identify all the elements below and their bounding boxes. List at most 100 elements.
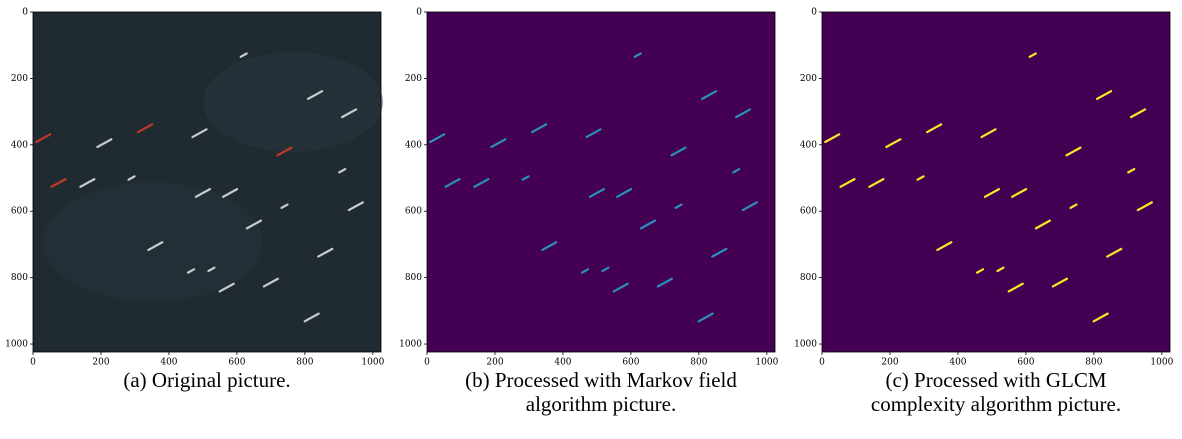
ship xyxy=(1034,219,1051,230)
ship xyxy=(1129,108,1147,119)
ship xyxy=(936,241,953,252)
ship xyxy=(612,282,629,293)
ship xyxy=(1095,90,1113,100)
ship xyxy=(601,266,610,273)
ship xyxy=(186,268,196,274)
image-frame xyxy=(32,11,382,353)
ship xyxy=(983,188,1001,198)
y-tick-label: 0 xyxy=(416,8,422,18)
ship xyxy=(194,188,212,198)
ship xyxy=(96,138,113,149)
sea-texture xyxy=(203,52,383,152)
x-tick-label: 0 xyxy=(819,358,825,368)
ship xyxy=(697,312,714,323)
ship xyxy=(996,266,1005,273)
ship xyxy=(207,266,216,273)
ship xyxy=(633,52,642,58)
y-tick-label: 200 xyxy=(11,74,28,84)
ship xyxy=(1007,282,1024,293)
ship xyxy=(741,201,758,212)
ship xyxy=(50,178,67,188)
ship xyxy=(303,312,320,323)
x-tick-label: 200 xyxy=(881,358,898,368)
x-tick-label: 200 xyxy=(486,358,503,368)
sea-texture xyxy=(43,182,263,302)
ship xyxy=(338,167,347,174)
ship xyxy=(531,123,548,134)
x-tick-label: 1000 xyxy=(361,358,384,368)
ship xyxy=(674,203,683,209)
caption: (c) Processed with GLCM complexity algor… xyxy=(870,368,1122,416)
y-tick-label: 1000 xyxy=(5,340,28,350)
ship xyxy=(347,201,364,212)
x-tick-label: 400 xyxy=(949,358,966,368)
image-frame xyxy=(426,11,776,353)
ship xyxy=(670,146,687,157)
ship xyxy=(490,138,507,149)
ship xyxy=(1092,312,1109,323)
ship xyxy=(340,108,358,119)
x-tick-label: 0 xyxy=(30,358,36,368)
ship xyxy=(147,241,164,252)
ship xyxy=(137,123,154,134)
x-tick-label: 600 xyxy=(1017,358,1034,368)
ship xyxy=(262,277,279,288)
ship xyxy=(926,123,943,134)
ship xyxy=(732,167,741,174)
ship xyxy=(824,133,841,144)
ship xyxy=(1011,188,1028,198)
ship xyxy=(79,178,96,188)
y-tick-label: 400 xyxy=(405,140,422,150)
ship xyxy=(580,268,590,274)
ship xyxy=(239,52,248,58)
ship xyxy=(276,146,293,157)
ship xyxy=(222,188,239,198)
ship xyxy=(975,268,985,274)
y-tick-label: 0 xyxy=(22,8,28,18)
y-tick-label: 400 xyxy=(800,140,817,150)
y-tick-label: 1000 xyxy=(399,340,422,350)
y-tick-label: 800 xyxy=(11,273,28,283)
x-tick-label: 1000 xyxy=(755,358,778,368)
x-tick-label: 800 xyxy=(690,358,707,368)
x-tick-label: 800 xyxy=(1085,358,1102,368)
x-tick-label: 400 xyxy=(160,358,177,368)
ship xyxy=(1106,247,1123,258)
ship xyxy=(885,138,902,149)
ship xyxy=(541,241,558,252)
y-tick-label: 200 xyxy=(405,74,422,84)
ship xyxy=(1127,167,1136,174)
x-tick-label: 200 xyxy=(92,358,109,368)
ship xyxy=(588,188,606,198)
ship xyxy=(218,282,235,293)
x-tick-label: 400 xyxy=(554,358,571,368)
ship xyxy=(127,175,136,181)
image-background xyxy=(427,12,775,352)
y-tick-label: 800 xyxy=(405,273,422,283)
ship xyxy=(521,175,530,181)
x-tick-label: 0 xyxy=(424,358,430,368)
caption: (a) Original picture. xyxy=(123,368,291,392)
ship xyxy=(245,219,262,230)
ship xyxy=(711,247,728,258)
ship xyxy=(980,128,997,139)
ship xyxy=(35,133,52,144)
ship xyxy=(1069,203,1078,209)
x-tick-label: 600 xyxy=(228,358,245,368)
y-tick-label: 200 xyxy=(800,74,817,84)
x-tick-label: 600 xyxy=(622,358,639,368)
ship xyxy=(1028,52,1037,58)
y-tick-label: 0 xyxy=(811,8,817,18)
x-tick-label: 800 xyxy=(296,358,313,368)
ship xyxy=(639,219,656,230)
ship xyxy=(1065,146,1082,157)
ship xyxy=(306,90,324,100)
ship xyxy=(1051,277,1068,288)
ship xyxy=(1136,201,1153,212)
ship xyxy=(616,188,633,198)
image-background xyxy=(822,12,1170,352)
y-tick-label: 400 xyxy=(11,140,28,150)
ship xyxy=(734,108,752,119)
ship xyxy=(700,90,718,100)
